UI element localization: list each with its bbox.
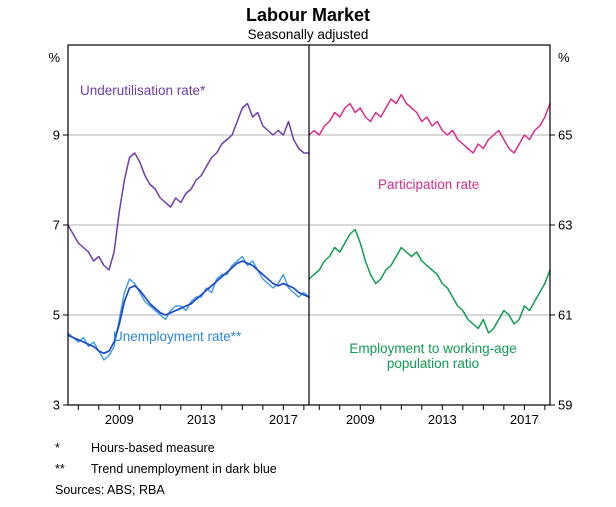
footnote-text: Trend unemployment in dark blue bbox=[91, 462, 277, 476]
left-axis-unit: % bbox=[48, 50, 60, 65]
series-line-participation-rate bbox=[308, 93, 551, 154]
series-line-trend-unemployment bbox=[67, 260, 310, 355]
footnote-trend-unemployment: ** Trend unemployment in dark blue bbox=[55, 459, 575, 480]
series-label-employment-ratio-line1: Employment to working-age bbox=[349, 341, 517, 356]
sources-text: ABS; RBA bbox=[107, 483, 165, 497]
footnote-hours-based: * Hours-based measure bbox=[55, 438, 575, 459]
x-tick-label: 2013 bbox=[428, 412, 457, 427]
y-tick-label-left: 3 bbox=[53, 398, 60, 413]
x-tick-label: 2017 bbox=[269, 412, 298, 427]
chart-title: Labour Market bbox=[245, 5, 371, 25]
footnotes: * Hours-based measure ** Trend unemploym… bbox=[55, 438, 575, 501]
sources-row: Sources: ABS; RBA bbox=[55, 480, 575, 501]
series-line-employment-to-working-age-population-ratio bbox=[308, 228, 551, 334]
footnote-text: Hours-based measure bbox=[91, 441, 215, 455]
y-tick-label-right: 63 bbox=[558, 218, 572, 233]
y-tick-label-right: 65 bbox=[558, 128, 572, 143]
series-label-participation-rate: Participation rate bbox=[378, 177, 480, 192]
right-axis-unit: % bbox=[558, 50, 570, 65]
sources-label: Sources: bbox=[55, 483, 105, 497]
x-tick-label: 2009 bbox=[346, 412, 375, 427]
chart-subtitle: Seasonally adjusted bbox=[247, 27, 369, 42]
footnote-marker: ** bbox=[55, 462, 65, 476]
series-line-unemployment-rate bbox=[67, 255, 310, 361]
y-tick-label-left: 9 bbox=[53, 128, 60, 143]
y-tick-label-right: 61 bbox=[558, 308, 572, 323]
footnote-marker: * bbox=[55, 441, 60, 455]
x-tick-label: 2017 bbox=[510, 412, 539, 427]
x-tick-label: 2013 bbox=[187, 412, 216, 427]
y-tick-label-right: 59 bbox=[558, 398, 572, 413]
x-tick-label: 2009 bbox=[105, 412, 134, 427]
y-tick-label-left: 5 bbox=[53, 308, 60, 323]
series-label-unemployment-rate: Unemployment rate** bbox=[113, 329, 242, 344]
series-label-employment-ratio-line2: population ratio bbox=[386, 356, 480, 371]
series-label-employment-ratio: Employment to working-age population rat… bbox=[313, 341, 553, 371]
series-label-underutilisation-rate: Underutilisation rate* bbox=[80, 83, 206, 98]
series-line-underutilisation-rate bbox=[67, 102, 310, 271]
y-tick-label-left: 7 bbox=[53, 218, 60, 233]
